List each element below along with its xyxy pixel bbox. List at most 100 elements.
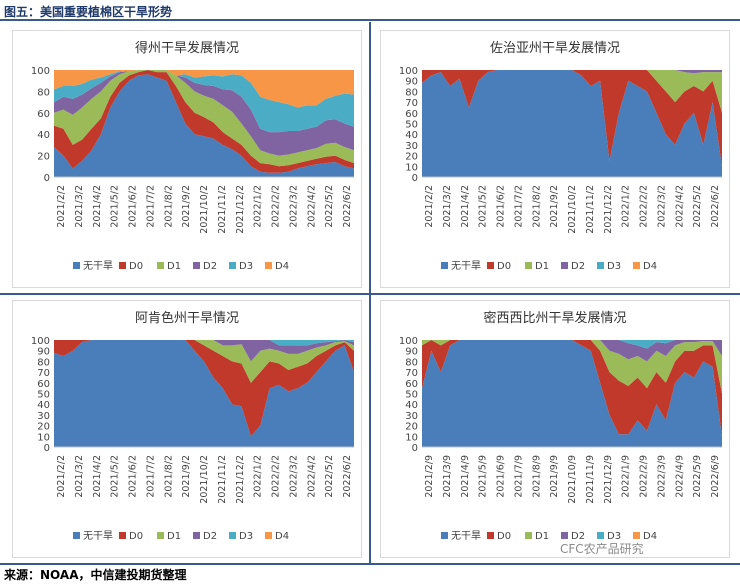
area-series-D3	[54, 70, 354, 133]
legend-label: D1	[535, 261, 549, 272]
legend-swatch-D1	[525, 532, 532, 539]
legend-label: D4	[643, 261, 657, 272]
legend-swatch-D4	[265, 262, 272, 269]
x-tick-label: 2022/5/2	[324, 185, 335, 228]
y-tick-label: 50	[405, 390, 418, 401]
legend-swatch-D0	[487, 262, 494, 269]
area-series-D4	[54, 70, 354, 108]
x-tick-label: 2021/9/2	[181, 185, 192, 228]
area-series-无干旱	[422, 340, 722, 447]
x-tick-label: 2021/8/2	[163, 185, 174, 228]
area-series-D2	[54, 340, 354, 362]
x-tick-label: 2021/7/2	[145, 455, 156, 498]
legend-label: D0	[129, 261, 143, 272]
y-tick-label: 90	[405, 77, 418, 88]
x-tick-label: 2021/7/2	[145, 185, 156, 228]
x-tick-label: 2021/9/9	[549, 455, 560, 498]
legend-label: D3	[607, 531, 621, 542]
y-tick-label: 20	[405, 422, 418, 433]
y-tick-label: 30	[37, 411, 50, 422]
chart-title: 佐治亚州干旱发展情况	[490, 40, 620, 56]
y-tick-label: 100	[31, 336, 50, 347]
y-tick-label: 100	[31, 66, 50, 77]
legend-label: D3	[607, 261, 621, 272]
area-series-无干旱	[54, 340, 354, 447]
y-tick-label: 0	[44, 443, 50, 454]
x-tick-label: 2021/2/2	[56, 185, 67, 228]
legend-label: D2	[203, 261, 217, 272]
x-tick-label: 2021/8/2	[163, 455, 174, 498]
chart-title: 得州干旱发展情况	[135, 40, 239, 56]
legend-swatch-无干旱	[441, 532, 448, 539]
x-tick-label: 2022/2/9	[639, 455, 650, 498]
area-series-D2	[422, 70, 722, 74]
x-tick-label: 2021/5/2	[110, 455, 121, 498]
x-tick-label: 2021/3/9	[442, 455, 453, 498]
x-tick-label: 2021/11/2	[217, 455, 228, 504]
legend-swatch-D2	[193, 262, 200, 269]
watermark: CFC农产品研究	[560, 542, 644, 556]
chart-panel-georgia: 佐治亚州干旱发展情况 0 10 20 30 40 50 60 70 80 90 100 2021/2/2…	[380, 30, 730, 292]
y-tick-label: 60	[37, 109, 50, 120]
x-tick-label: 2022/2/2	[271, 185, 282, 228]
x-tick-label: 2021/12/2	[235, 455, 246, 504]
legend-swatch-D2	[561, 262, 568, 269]
area-series-D2	[54, 70, 354, 156]
x-tick-label: 2021/10/2	[199, 455, 210, 504]
y-tick-label: 80	[405, 357, 418, 368]
x-tick-label: 2021/8/9	[531, 455, 542, 498]
y-tick-label: 40	[37, 400, 50, 411]
legend-label: D0	[497, 261, 511, 272]
chart-texas: 得州干旱发展情况 0 20 40 60 80 100 2021/2/2 2021/3/2 2021…	[12, 30, 362, 288]
legend-label: D2	[571, 261, 585, 272]
chart-panel-mississippi: 密西西比州干旱发展情况 0 10 20 30 40 50 60 70 80 90 100 2021/2/…	[380, 300, 730, 562]
x-tick-label: 2021/11/2	[217, 185, 228, 234]
legend-swatch-无干旱	[73, 262, 80, 269]
x-tick-label: 2021/5/2	[478, 185, 489, 228]
x-tick-label: 2022/3/2	[656, 185, 667, 228]
y-tick-label: 60	[405, 109, 418, 120]
legend-label: D3	[239, 261, 253, 272]
legend-swatch-D1	[157, 532, 164, 539]
y-tick-label: 80	[37, 357, 50, 368]
y-tick-label: 60	[405, 379, 418, 390]
x-tick-label: 2022/4/2	[306, 185, 317, 228]
x-tick-label: 2021/11/9	[585, 455, 596, 504]
chart-title: 阿肯色州干旱情况	[135, 310, 239, 326]
x-tick-label: 2022/5/2	[324, 455, 335, 498]
x-tick-label: 2021/6/2	[128, 185, 139, 228]
x-tick-label: 2021/12/9	[603, 455, 614, 504]
x-tick-label: 2021/5/9	[478, 455, 489, 498]
legend-label: D1	[535, 531, 549, 542]
y-tick-label: 0	[44, 173, 50, 184]
x-tick-label: 2021/5/2	[110, 185, 121, 228]
x-tick-label: 2021/3/2	[74, 185, 85, 228]
legend-swatch-D3	[229, 262, 236, 269]
area-series-D1	[422, 70, 722, 113]
area-series-D0	[54, 340, 354, 437]
bottom-rule	[0, 563, 740, 565]
legend-label: D4	[643, 531, 657, 542]
legend-label: D1	[167, 261, 181, 272]
y-tick-label: 50	[405, 120, 418, 131]
y-tick-label: 30	[405, 411, 418, 422]
x-tick-label: 2022/3/2	[288, 185, 299, 228]
legend-swatch-D1	[157, 262, 164, 269]
x-tick-label: 2021/8/2	[531, 185, 542, 228]
y-tick-label: 0	[412, 443, 418, 454]
x-tick-label: 2022/1/9	[621, 455, 632, 498]
x-tick-label: 2021/7/2	[513, 185, 524, 228]
legend-swatch-D3	[597, 532, 604, 539]
y-tick-label: 90	[405, 347, 418, 358]
x-tick-label: 2022/4/9	[674, 455, 685, 498]
area-series-无干旱	[422, 70, 722, 177]
legend-label: D0	[497, 531, 511, 542]
legend-swatch-D0	[119, 262, 126, 269]
legend-swatch-无干旱	[441, 262, 448, 269]
x-tick-label: 2021/7/9	[513, 455, 524, 498]
x-tick-label: 2021/2/9	[424, 455, 435, 498]
area-series-无干旱	[54, 74, 354, 177]
x-tick-label: 2021/6/9	[496, 455, 507, 498]
legend-swatch-D4	[633, 262, 640, 269]
